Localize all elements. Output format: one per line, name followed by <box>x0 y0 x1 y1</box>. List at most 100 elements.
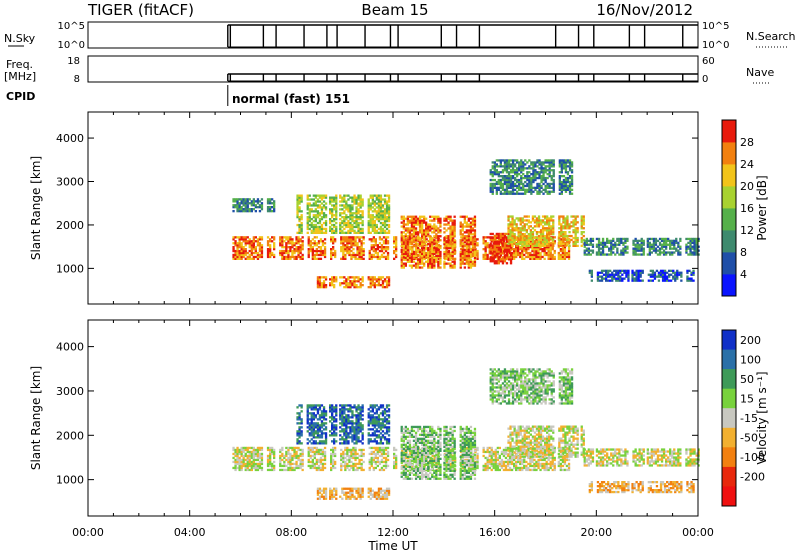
heatmap-cell <box>646 241 649 244</box>
heatmap-cell <box>566 171 570 174</box>
heatmap-cell <box>360 454 363 458</box>
heatmap-cell <box>273 460 276 464</box>
heatmap-cell <box>511 163 515 166</box>
heatmap-cell <box>679 253 682 256</box>
heatmap-cell <box>258 206 262 209</box>
heatmap-cell <box>254 248 257 251</box>
heatmap-cell <box>491 232 494 236</box>
heatmap-cell <box>306 196 309 199</box>
heatmap-cell <box>367 206 370 209</box>
heatmap-cell <box>421 244 424 248</box>
heatmap-cell <box>298 202 301 205</box>
heatmap-cell <box>297 454 300 458</box>
heatmap-cell <box>236 249 239 253</box>
heatmap-cell <box>679 245 682 248</box>
heatmap-cell <box>570 171 574 174</box>
heatmap-cell <box>431 243 434 246</box>
heatmap-cell <box>525 249 528 253</box>
heatmap-cell <box>383 225 387 229</box>
heatmap-cell <box>524 163 527 166</box>
heatmap-cell <box>652 237 656 241</box>
heatmap-cell <box>244 452 247 456</box>
heatmap-cell <box>293 456 296 460</box>
heatmap-cell <box>537 219 541 222</box>
heatmap-cell <box>306 206 309 209</box>
heatmap-cell <box>427 254 430 257</box>
heatmap-cell <box>372 244 375 247</box>
heatmap-cell <box>356 462 359 466</box>
heatmap-cell <box>266 460 270 464</box>
heatmap-cell <box>330 257 333 260</box>
heatmap-cell <box>252 464 255 468</box>
heatmap-cell <box>687 241 690 244</box>
heatmap-cell <box>536 165 539 168</box>
heatmap-cell <box>319 460 323 464</box>
heatmap-cell <box>371 200 374 203</box>
heatmap-cell <box>416 246 420 250</box>
heatmap-cell <box>354 458 357 462</box>
heatmap-cell <box>375 212 378 215</box>
heatmap-cell <box>320 198 324 201</box>
heatmap-cell <box>395 466 398 470</box>
heatmap-cell <box>520 159 523 162</box>
heatmap-cell <box>669 245 672 248</box>
heatmap-cell <box>469 243 473 246</box>
heatmap-cell <box>370 255 373 259</box>
colorbar-tick-label: 4 <box>740 268 747 281</box>
heatmap-cell <box>330 458 333 462</box>
heatmap-cell <box>283 257 286 260</box>
heatmap-cell <box>676 275 679 278</box>
heatmap-cell <box>617 269 620 272</box>
heatmap-cell <box>542 182 545 186</box>
heatmap-cell <box>665 241 668 244</box>
nsky-label: N.Sky <box>4 32 36 45</box>
heatmap-cell <box>493 184 496 188</box>
heatmap-cell <box>607 275 610 278</box>
heatmap-cell <box>686 269 689 272</box>
heatmap-cell <box>576 227 579 230</box>
heatmap-cell <box>476 253 479 257</box>
heatmap-cell <box>289 446 292 450</box>
heatmap-cell <box>507 219 510 222</box>
heatmap-cell <box>540 161 543 164</box>
heatmap-cell <box>320 229 324 232</box>
heatmap-cell <box>439 219 442 222</box>
heatmap-cell <box>521 242 524 246</box>
heatmap-cell <box>299 244 302 247</box>
heatmap-cell <box>495 252 498 255</box>
heatmap-cell <box>285 238 288 241</box>
heatmap-cell <box>576 236 579 240</box>
heatmap-cell <box>562 240 565 244</box>
heatmap-cell <box>507 167 511 170</box>
heatmap-cell <box>369 284 372 287</box>
heatmap-cell <box>373 200 376 203</box>
heatmap-cell <box>473 231 477 234</box>
heatmap-cell <box>395 460 398 464</box>
heatmap-cell <box>463 262 466 265</box>
heatmap-cell <box>421 254 424 257</box>
heatmap-cell <box>238 462 241 466</box>
heatmap-cell <box>258 466 262 470</box>
heatmap-cell <box>632 247 635 250</box>
heatmap-cell <box>685 237 688 241</box>
heatmap-cell <box>344 248 347 251</box>
heatmap-cell <box>266 464 270 468</box>
heatmap-cell <box>234 200 237 203</box>
heatmap-cell <box>665 247 668 250</box>
heatmap-cell <box>620 237 623 241</box>
heatmap-cell <box>377 208 381 211</box>
heatmap-cell <box>360 448 363 452</box>
heatmap-cell <box>570 161 574 164</box>
heatmap-cell <box>639 271 642 274</box>
heatmap-cell <box>371 278 374 281</box>
heatmap-cell <box>499 192 502 195</box>
heatmap-cell <box>379 208 383 211</box>
heatmap-cell <box>497 244 500 247</box>
heatmap-cell <box>356 242 359 245</box>
heatmap-cell <box>509 159 513 162</box>
heatmap-cell <box>266 255 270 259</box>
heatmap-cell <box>471 229 475 232</box>
heatmap-cell <box>473 244 477 248</box>
heatmap-cell <box>535 246 538 249</box>
heatmap-cell <box>495 182 498 186</box>
